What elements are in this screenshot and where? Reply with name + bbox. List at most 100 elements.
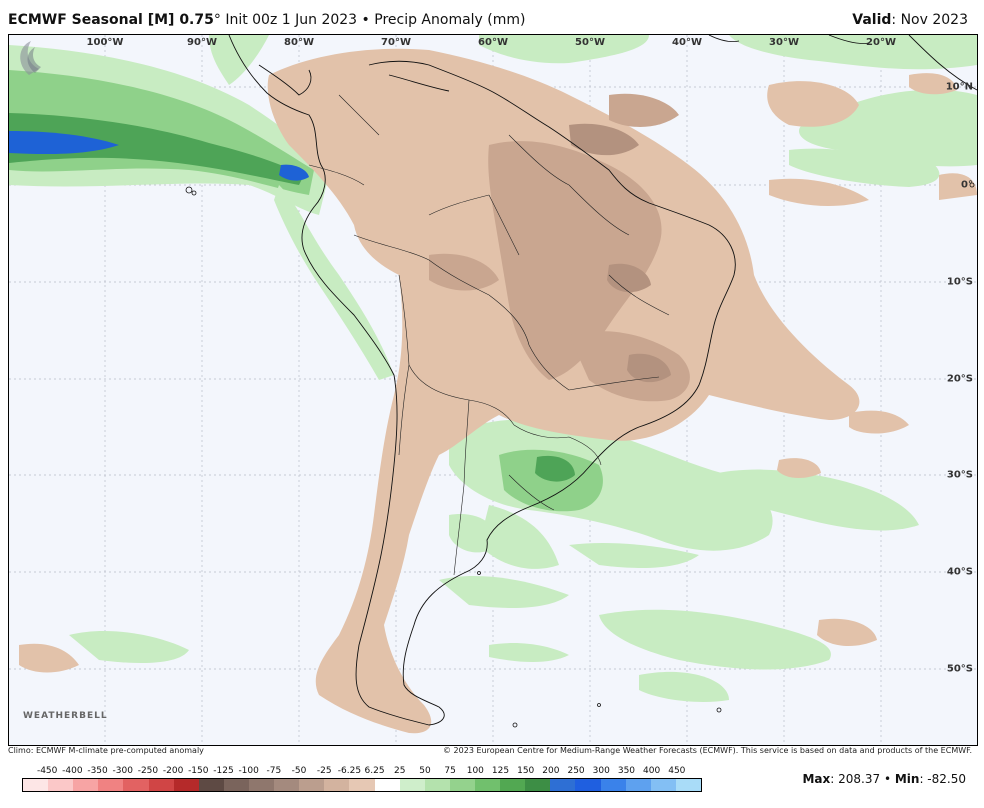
lon-label-40w: 40°W [672, 37, 702, 48]
colorbar-label: 150 [517, 766, 535, 776]
colorbar-cell [650, 779, 676, 791]
colorbar-label: -350 [87, 766, 108, 776]
valid-value: : Nov 2023 [891, 12, 968, 28]
colorbar-label: -300 [112, 766, 133, 776]
colorbar-label: 300 [592, 766, 610, 776]
colorbar-cell [198, 779, 224, 791]
colorbar-label: -200 [162, 766, 184, 776]
colorbar-label: 6.25 [364, 766, 385, 776]
valid-time: Valid: Nov 2023 [852, 12, 968, 28]
logo-text: WEATHERBELL [23, 711, 108, 721]
valid-label: Valid [852, 12, 892, 28]
title-bullet: • [361, 12, 370, 28]
colorbar-cell [148, 779, 174, 791]
colorbar-cell [449, 779, 475, 791]
lon-label-70w: 70°W [381, 37, 411, 48]
colorbar-label: 25 [394, 766, 406, 776]
min-value: : -82.50 [919, 772, 966, 786]
lon-label-100w: 100°W [86, 37, 124, 48]
lat-label-20s: 20°S [946, 373, 973, 385]
colorbar-cell [525, 779, 551, 791]
colorbar-label: -6.25 [337, 766, 362, 776]
country-borders [308, 94, 670, 576]
lon-label-60w: 60°W [478, 37, 508, 48]
dry-anomaly-areas [19, 48, 977, 734]
islands [185, 35, 975, 728]
stats-separator: • [880, 772, 895, 786]
colorbar-label: 75 [444, 766, 456, 776]
map-canvas [9, 35, 977, 745]
colorbar-label: -150 [188, 766, 209, 776]
colorbar-cell [349, 779, 375, 791]
colorbar-cell [399, 779, 425, 791]
title-bar: ECMWF Seasonal [M] 0.75° Init 00z 1 Jun … [0, 0, 984, 34]
pacific-wet-band [9, 35, 394, 380]
colorbar-cell [374, 779, 400, 791]
lat-label-30s: 30°S [946, 469, 973, 481]
colorbar-label: 50 [419, 766, 431, 776]
product-name: Precip Anomaly (mm) [374, 12, 526, 28]
colorbar-label: -25 [316, 766, 332, 776]
colorbar-label: 125 [491, 766, 510, 776]
colorbar-label: -125 [213, 766, 234, 776]
colorbar-label: 350 [617, 766, 636, 776]
max-label: Max [802, 772, 831, 786]
colorbar-cell [550, 779, 576, 791]
colorbar-cell [324, 779, 350, 791]
colorbar-cell [98, 779, 124, 791]
model-name: ECMWF Seasonal [M] 0.75 [8, 12, 214, 28]
colorbar-cell [474, 779, 501, 791]
colorbar-cell [123, 779, 149, 791]
lat-label-0: 0° [961, 179, 973, 191]
colorbar-cell [223, 779, 249, 791]
degree-symbol: ° [213, 12, 221, 28]
lon-label-20w: 20°W [866, 37, 896, 48]
colorbar-label: -75 [266, 766, 282, 776]
colorbar-label: -450 [36, 766, 58, 776]
max-min-readout: Max: 208.37 • Min: -82.50 [802, 772, 966, 786]
colorbar-cell [173, 779, 199, 791]
colorbar-label: 200 [542, 766, 560, 776]
colorbar-cell [23, 779, 49, 791]
max-value: : 208.37 [830, 772, 881, 786]
dry-anomaly-darkest [569, 123, 671, 383]
colorbar-cell [274, 779, 300, 791]
colorbar-label: -50 [291, 766, 307, 776]
colorbar-label: 400 [643, 766, 661, 776]
colorbar-cell [299, 779, 325, 791]
lat-label-40s: 40°S [946, 566, 973, 578]
colorbar-cell [500, 779, 526, 791]
lon-label-30w: 30°W [769, 37, 799, 48]
init-time: Init 00z 1 Jun 2023 [225, 12, 358, 28]
colorbar-cell [424, 779, 450, 791]
very-wet-core [535, 455, 575, 482]
colorbar-label: -100 [238, 766, 259, 776]
lat-label-50s: 50°S [946, 663, 973, 675]
colorbar [22, 778, 702, 792]
min-label: Min [894, 772, 920, 786]
lon-label-80w: 80°W [284, 37, 314, 48]
lon-label-50w: 50°W [575, 37, 605, 48]
lat-label-10s: 10°S [946, 276, 973, 288]
colorbar-cell [73, 779, 99, 791]
colorbar-cell [248, 779, 275, 791]
copyright-note: © 2023 European Centre for Medium-Range … [443, 746, 972, 755]
colorbar-label: 100 [466, 766, 484, 776]
lat-label-10n: 10°N [945, 81, 973, 93]
colorbar-labels: -450 -400 -350 -300 -250 -200 -150 -125 -100 -75-… [22, 766, 702, 778]
colorbar-cell [48, 779, 74, 791]
colorbar-label: -250 [137, 766, 159, 776]
colorbar-cell [625, 779, 651, 791]
colorbar-label: 450 [668, 766, 686, 776]
weatherbell-logo [20, 41, 41, 75]
climo-note: Climo: ECMWF M-climate pre-computed anom… [8, 746, 204, 755]
colorbar-label: -400 [62, 766, 83, 776]
colorbar-cell [675, 779, 701, 791]
colorbar-cell [600, 779, 626, 791]
map-panel: 100°W 90°W 80°W 70°W 60°W 50°W 40°W 30°W… [8, 34, 978, 746]
lon-label-90w: 90°W [187, 37, 217, 48]
map-title: ECMWF Seasonal [M] 0.75° Init 00z 1 Jun … [8, 12, 526, 28]
colorbar-label: 250 [567, 766, 585, 776]
colorbar-cell [575, 779, 601, 791]
coastlines [228, 35, 977, 726]
